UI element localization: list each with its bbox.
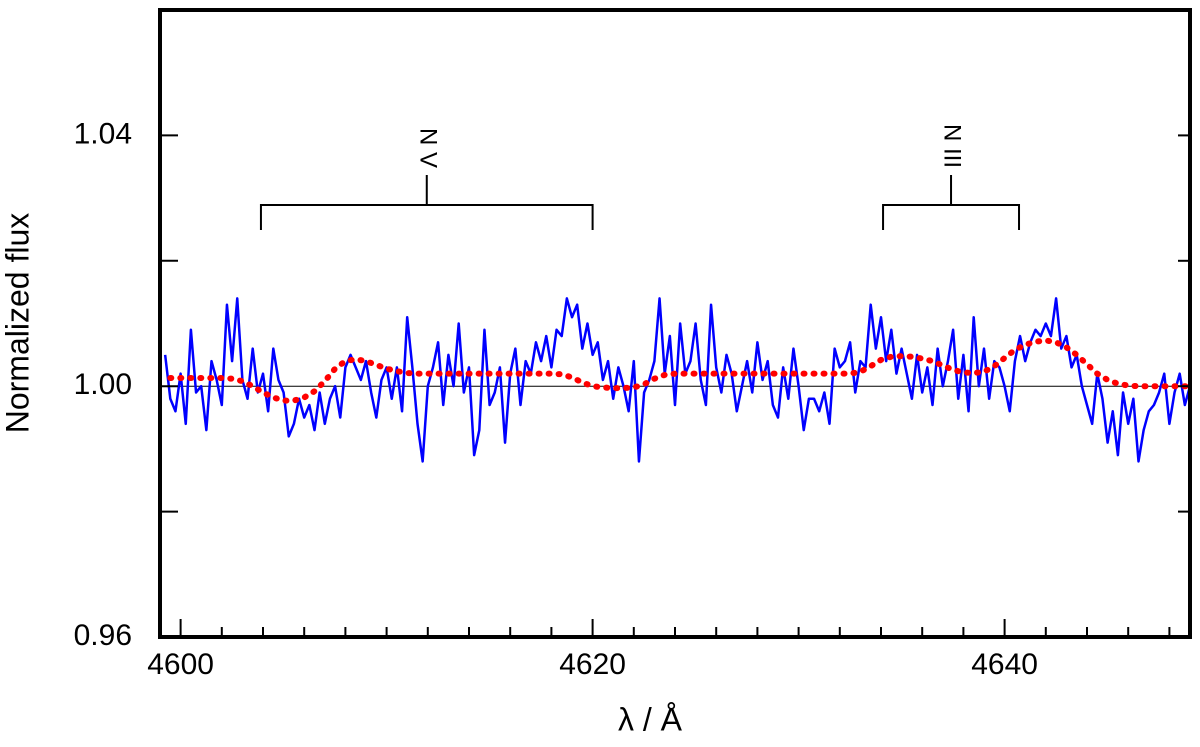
y-tick-label: 0.96: [74, 619, 132, 652]
annotation-label: N V: [414, 128, 441, 168]
bracket: [259, 175, 594, 230]
y-tick-label: 1.00: [74, 368, 132, 401]
x-tick-label: 4620: [559, 648, 626, 681]
y-tick-label: 1.04: [74, 117, 132, 150]
model-line: [167, 337, 1193, 404]
x-tick-label: 4640: [971, 648, 1038, 681]
bracket: [882, 175, 1021, 230]
plot-frame: [158, 8, 1192, 639]
x-axis-label: λ / Å: [618, 701, 683, 737]
y-axis-label: Normalized flux: [0, 213, 35, 434]
x-tick-label: 4600: [147, 648, 214, 681]
spectrum-line: [163, 297, 1192, 463]
annotation-label: N III: [939, 124, 966, 168]
